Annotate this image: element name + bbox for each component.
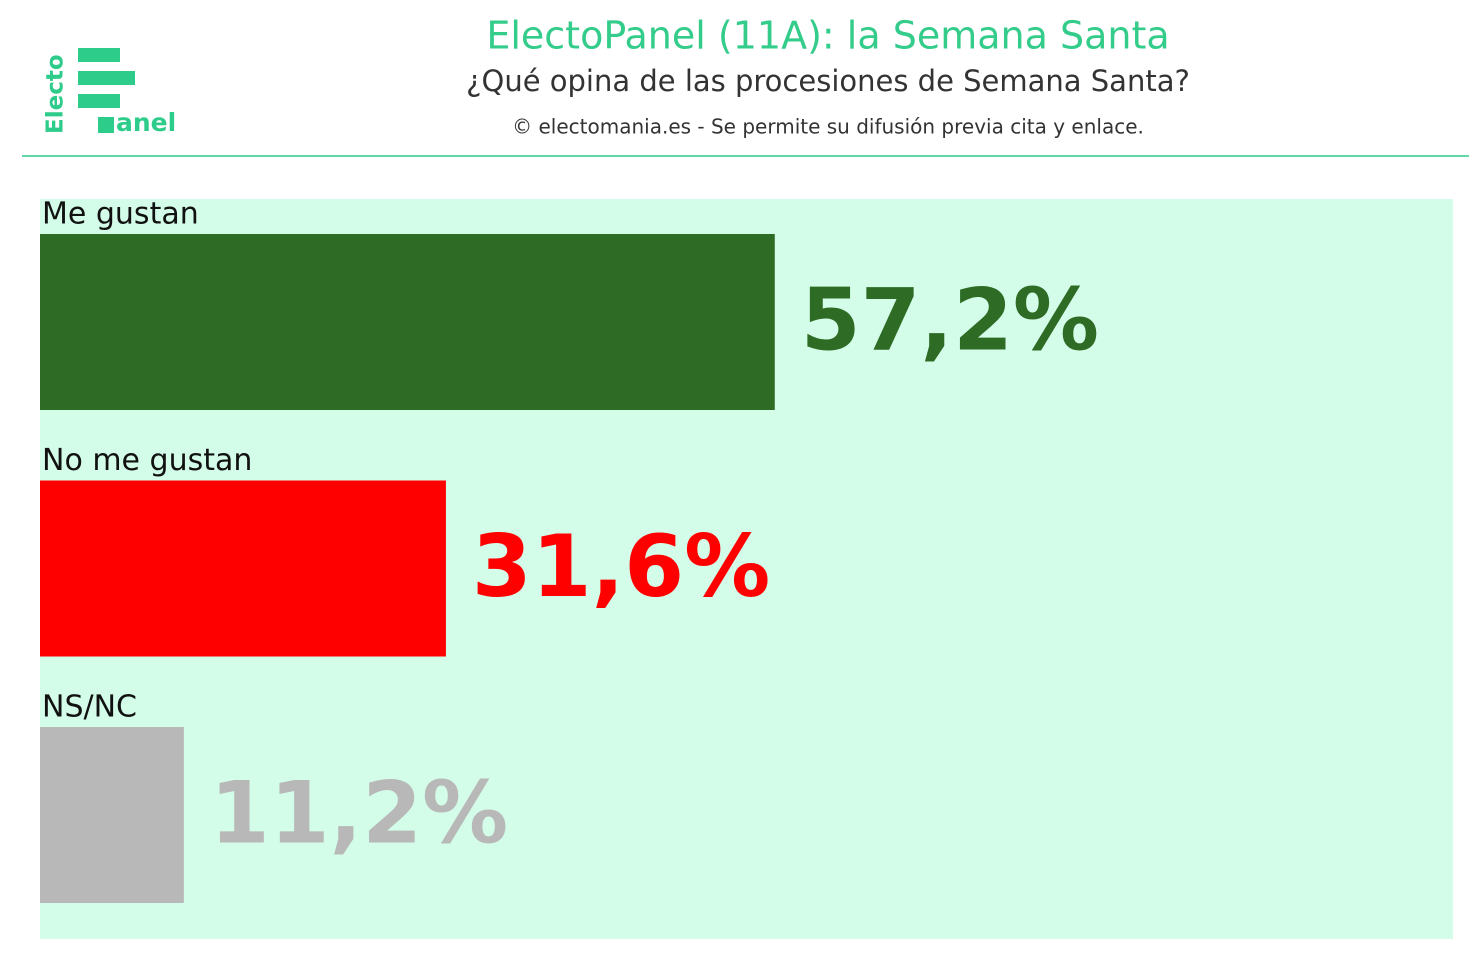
bar	[40, 480, 446, 657]
credit: © electomania.es - Se permite su difusió…	[512, 115, 1144, 139]
logo-bar	[78, 48, 120, 62]
bar	[40, 727, 184, 903]
value-label: 31,6%	[472, 517, 770, 617]
logo-square	[98, 117, 114, 133]
category-label: No me gustan	[42, 443, 252, 478]
logo-text: Electo	[43, 54, 69, 134]
value-label: 11,2%	[210, 763, 508, 863]
logo-bar	[78, 71, 135, 85]
logo-text: anel	[116, 108, 176, 137]
chart-title: ElectoPanel (11A): la Semana Santa	[486, 14, 1169, 58]
bar	[40, 234, 775, 410]
chart-subtitle: ¿Qué opina de las procesiones de Semana …	[466, 64, 1190, 98]
category-label: NS/NC	[42, 690, 137, 725]
value-label: 57,2%	[801, 270, 1099, 370]
logo-bar	[78, 94, 120, 108]
category-label: Me gustan	[42, 197, 199, 232]
